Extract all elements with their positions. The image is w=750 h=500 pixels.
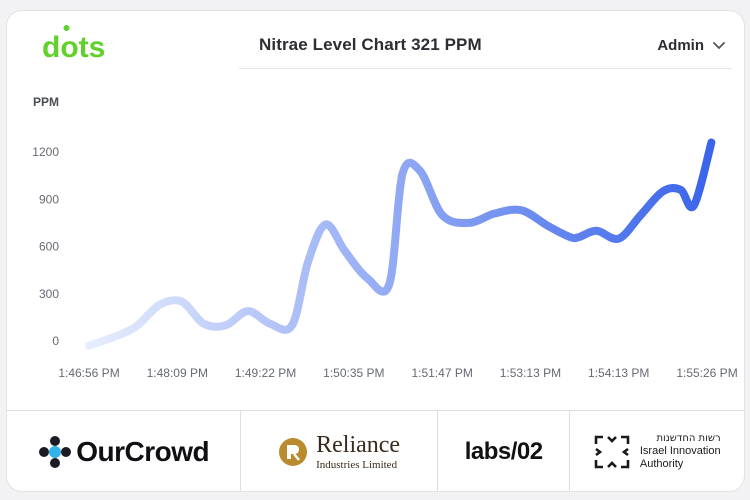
x-tick-label: 1:46:56 PM (58, 366, 119, 380)
header: dots Nitrae Level Chart 321 PPM Admin (7, 11, 744, 69)
x-tick-label: 1:51:47 PM (411, 366, 472, 380)
partner-ourcrowd[interactable]: OurCrowd (7, 411, 242, 491)
chevron-down-icon (713, 41, 725, 49)
x-tick-label: 1:50:35 PM (323, 366, 384, 380)
header-divider (239, 68, 732, 69)
iia-hebrew-name: רשות החדשנות (656, 432, 721, 444)
partners-bar: OurCrowd Reliance Industries Limited lab… (7, 410, 744, 491)
dashboard-card: dots Nitrae Level Chart 321 PPM Admin PP… (6, 10, 745, 492)
y-tick-label: 0 (52, 334, 59, 348)
user-name: Admin (657, 37, 704, 54)
y-axis-unit-label: PPM (33, 95, 59, 109)
y-tick-label: 1200 (32, 145, 59, 159)
reliance-logo-icon (279, 438, 308, 466)
x-axis: 1:46:56 PM 1:48:09 PM 1:49:22 PM 1:50:35 PM… (58, 366, 737, 380)
x-tick-label: 1:48:09 PM (147, 366, 208, 380)
y-tick-label: 300 (39, 287, 59, 301)
israel-innovation-authority-logo-icon (594, 435, 630, 469)
reliance-logo-text: Reliance (316, 432, 401, 458)
labs02-logo-text: labs/02 (464, 438, 543, 465)
partner-labs02[interactable]: labs/02 (438, 411, 571, 491)
x-tick-label: 1:54:13 PM (588, 366, 649, 380)
reliance-logo-subtext: Industries Limited (316, 459, 398, 471)
ourcrowd-logo-icon (39, 436, 72, 468)
partner-reliance[interactable]: Reliance Industries Limited (241, 411, 438, 491)
dots-logo-text: dots (42, 31, 105, 61)
iia-name-line2: Authority (639, 458, 684, 470)
page-title: Nitrae Level Chart 321 PPM (259, 35, 482, 54)
y-axis: 0 300 600 900 1200 (32, 145, 59, 348)
series-line (85, 138, 716, 350)
y-tick-label: 600 (39, 240, 59, 254)
iia-name-line1: Israel Innovation (639, 444, 721, 457)
x-tick-label: 1:55:26 PM (676, 366, 737, 380)
x-tick-label: 1:53:13 PM (500, 366, 561, 380)
y-tick-label: 900 (39, 192, 59, 206)
x-tick-label: 1:49:22 PM (235, 366, 296, 380)
partner-israel-innovation-authority[interactable]: רשות החדשנות Israel Innovation Authority (570, 411, 744, 491)
user-menu[interactable]: Admin (657, 37, 726, 54)
ourcrowd-logo-text: OurCrowd (76, 436, 210, 467)
dots-logo[interactable]: dots (42, 17, 112, 61)
